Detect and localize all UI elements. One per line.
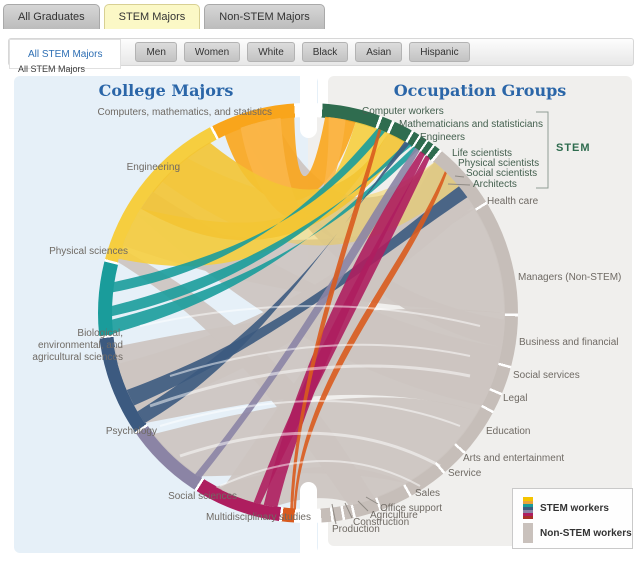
tab-white[interactable]: White [247,42,295,62]
chord-ribbons [111,111,549,525]
occupation-label-business: Business and financial [519,337,619,348]
major-label-biological: Biological, environmental, and agricultu… [32,328,123,363]
legend-row-non-stem: Non-STEM workers [523,523,632,543]
bottom-divider-strip [300,482,317,561]
occupation-label-service: Service [448,468,482,479]
secondary-tab-bar: All STEM Majors Men Women White Black As… [8,38,634,69]
occupation-label-legal: Legal [503,393,528,404]
occupation-groups-title: Occupation Groups [393,81,567,100]
occupation-label-computer-workers: Computer workers [362,106,444,117]
leader-line-architects [447,183,471,186]
major-label-multidisciplinary: Multidisciplinary studies [205,512,311,523]
occupation-label-engineers: Engineers [420,132,466,143]
tab-stem-majors[interactable]: STEM Majors [103,4,201,29]
ribbon-social-sciences-to-stem-2[interactable] [253,155,430,505]
occupation-label-office-support: Office support [380,503,443,514]
non-stem-workers-swatch [523,523,533,543]
ribbon-physical-to-life-scientists[interactable] [111,142,412,317]
major-label-physical-sciences: Physical sciences [49,246,128,257]
tab-hispanic[interactable]: Hispanic [409,42,470,62]
occupation-label-social-scientists: Social scientists [466,168,538,179]
stem-workers-swatch [523,497,533,519]
tab-black[interactable]: Black [301,42,349,62]
major-label-social-sciences: Social sciences [168,491,237,502]
tab-all-graduates[interactable]: All Graduates [3,4,100,29]
college-majors-title: College Majors [98,81,234,100]
occupation-label-mathematicians: Mathematicians and statisticians [399,119,543,130]
ribbon-psychology-to-social-scientists[interactable] [195,147,420,479]
leader-line-social-scientists [454,175,465,178]
ribbon-biological-to-health-blue[interactable] [126,186,468,406]
ribbon-physical-to-physical-scientists[interactable] [111,146,419,334]
occupation-label-architects: Architects [473,179,517,190]
ribbon-biological-to-life-scientists[interactable] [137,141,410,424]
occupation-label-managers: Managers (Non-STEM) [518,272,622,283]
sheen-streak [139,305,481,327]
occupation-label-construction: Construction [353,517,410,528]
ribbon-engineering-to-engineers[interactable] [140,133,406,241]
occupation-label-health-care: Health care [487,196,539,207]
legend: STEM workers Non-STEM workers [512,488,633,549]
tab-all-stem-majors[interactable]: All STEM Majors [9,39,122,69]
legend-row-stem: STEM workers [523,497,609,519]
tab-women[interactable]: Women [183,42,241,62]
occupation-label-production: Production [332,524,380,535]
occupation-label-physical-scientists: Physical scientists [458,158,540,169]
leader-line-office-support [365,496,379,505]
tab-non-stem-majors[interactable]: Non-STEM Majors [204,4,325,29]
leader-line-construction [344,502,353,519]
tab-men[interactable]: Men [135,42,177,62]
stem-bracket [536,111,549,189]
legend-stem-label: STEM workers [540,502,609,514]
ribbon-engineering-to-production[interactable] [117,248,376,506]
current-view-label: All STEM Majors [18,64,86,74]
ribbon-social-sciences-to-social-scientists[interactable] [263,151,425,508]
ribbon-engineering-to-computer-workers[interactable] [118,121,389,267]
sheen-streak [169,343,471,377]
ribbon-biological-to-health[interactable] [117,173,474,412]
occupation-label-sales: Sales [415,488,441,499]
occupation-label-life-scientists: Life scientists [452,148,513,159]
occupation-label-social-services: Social services [513,370,580,381]
major-label-computers: Computers, mathematics, and statistics [97,107,272,118]
chord-diagram: College Majors Occupation Groups [0,76,640,561]
occupation-label-arts: Arts and entertainment [463,453,565,464]
stem-bracket-label: STEM [556,142,591,154]
ribbon-multidisciplinary-to-health[interactable] [293,171,447,510]
leader-line-production [331,503,337,525]
occupation-label-agriculture: Agriculture [370,510,418,521]
legend-non-stem-label: Non-STEM workers [540,527,632,539]
major-label-psychology: Psychology [105,426,157,437]
sheen-streak [219,460,421,487]
sheen-streak [149,364,471,408]
primary-tab-bar: All Graduates STEM Majors Non-STEM Major… [3,4,325,29]
tab-asian[interactable]: Asian [355,42,403,62]
sheen-streak [159,400,461,427]
sheen-streak [179,431,441,468]
occupation-label-education: Education [486,426,531,437]
top-divider-strip [300,76,317,138]
major-label-engineering: Engineering [126,162,180,173]
leader-line-agriculture [357,500,369,512]
